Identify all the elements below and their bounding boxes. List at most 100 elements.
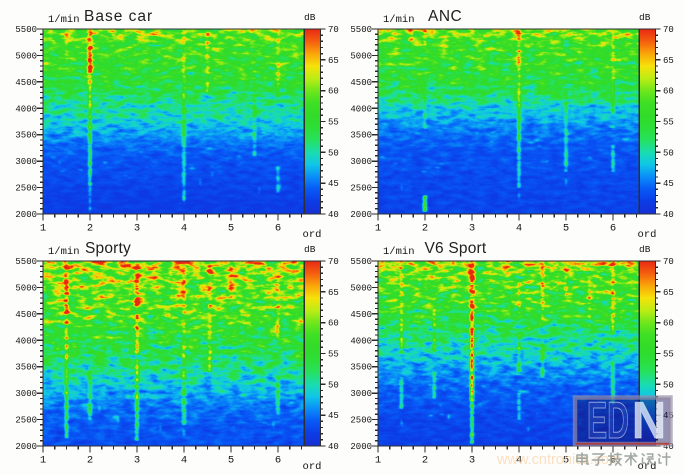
svg-text:70: 70 [663, 257, 674, 267]
svg-text:ED: ED [587, 392, 629, 450]
svg-text:5: 5 [228, 455, 234, 467]
svg-text:55: 55 [663, 118, 674, 128]
svg-text:3: 3 [134, 455, 140, 467]
svg-text:2000: 2000 [350, 210, 372, 220]
svg-text:3500: 3500 [15, 363, 37, 373]
svg-text:6: 6 [610, 223, 616, 235]
svg-text:ord: ord [638, 461, 657, 473]
svg-text:45: 45 [328, 411, 339, 421]
svg-text:4000: 4000 [15, 104, 37, 114]
svg-text:2: 2 [422, 455, 428, 467]
svg-text:5: 5 [228, 223, 234, 235]
svg-text:5500: 5500 [350, 257, 372, 267]
svg-text:40: 40 [663, 442, 674, 452]
svg-text:ord: ord [303, 461, 322, 473]
svg-text:2: 2 [422, 223, 428, 235]
svg-text:4000: 4000 [15, 336, 37, 346]
svg-text:2000: 2000 [15, 210, 37, 220]
svg-text:55: 55 [328, 118, 339, 128]
svg-text:4500: 4500 [15, 78, 37, 88]
svg-text:www.cntronics.com: www.cntronics.com [496, 452, 621, 468]
svg-text:3500: 3500 [15, 131, 37, 141]
svg-text:50: 50 [663, 380, 674, 390]
svg-text:5: 5 [563, 455, 569, 467]
svg-text:2000: 2000 [350, 442, 372, 452]
svg-text:1: 1 [40, 455, 46, 467]
svg-text:2500: 2500 [350, 184, 372, 194]
svg-text:dB: dB [304, 244, 316, 255]
svg-text:ord: ord [303, 229, 322, 241]
svg-text:45: 45 [328, 179, 339, 189]
svg-text:Base car: Base car [84, 8, 153, 25]
svg-text:4500: 4500 [350, 310, 372, 320]
svg-text:4: 4 [516, 455, 522, 467]
svg-text:2: 2 [87, 455, 93, 467]
svg-text:3500: 3500 [350, 363, 372, 373]
svg-text:dB: dB [639, 12, 651, 23]
svg-text:V6 Sport: V6 Sport [425, 240, 487, 257]
svg-text:1/min: 1/min [48, 246, 80, 258]
svg-text:3: 3 [469, 455, 475, 467]
svg-text:3000: 3000 [15, 389, 37, 399]
svg-text:3000: 3000 [350, 157, 372, 167]
svg-text:65: 65 [328, 288, 339, 298]
svg-text:60: 60 [328, 319, 339, 329]
svg-text:60: 60 [663, 87, 674, 97]
svg-text:40: 40 [663, 210, 674, 220]
svg-text:65: 65 [328, 56, 339, 66]
svg-text:dB: dB [639, 244, 651, 255]
svg-text:2500: 2500 [15, 184, 37, 194]
svg-text:40: 40 [328, 442, 339, 452]
svg-text:5000: 5000 [15, 51, 37, 61]
svg-text:5000: 5000 [15, 283, 37, 293]
svg-text:4000: 4000 [350, 104, 372, 114]
svg-text:50: 50 [328, 380, 339, 390]
svg-text:3000: 3000 [15, 157, 37, 167]
svg-text:6: 6 [275, 455, 281, 467]
svg-text:50: 50 [663, 148, 674, 158]
svg-text:1: 1 [375, 455, 381, 467]
svg-text:60: 60 [328, 87, 339, 97]
svg-text:4: 4 [516, 223, 522, 235]
svg-text:65: 65 [663, 288, 674, 298]
svg-text:70: 70 [328, 257, 339, 267]
svg-text:65: 65 [663, 56, 674, 66]
svg-text:1/min: 1/min [383, 246, 415, 258]
svg-text:5: 5 [563, 223, 569, 235]
svg-text:ANC: ANC [428, 8, 462, 25]
svg-text:6: 6 [275, 223, 281, 235]
svg-text:4500: 4500 [15, 310, 37, 320]
svg-text:3: 3 [469, 223, 475, 235]
svg-text:1: 1 [375, 223, 381, 235]
svg-text:5500: 5500 [15, 25, 37, 35]
svg-text:70: 70 [328, 25, 339, 35]
svg-text:55: 55 [663, 350, 674, 360]
svg-text:1/min: 1/min [383, 14, 415, 26]
svg-text:ord: ord [638, 229, 657, 241]
svg-text:dB: dB [304, 12, 316, 23]
svg-text:5500: 5500 [350, 25, 372, 35]
svg-text:40: 40 [328, 210, 339, 220]
svg-text:4500: 4500 [350, 78, 372, 88]
svg-text:4: 4 [181, 455, 187, 467]
svg-text:3500: 3500 [350, 131, 372, 141]
svg-text:2500: 2500 [15, 416, 37, 426]
svg-text:N: N [632, 392, 666, 450]
svg-text:1/min: 1/min [48, 14, 80, 26]
svg-text:60: 60 [663, 319, 674, 329]
svg-text:70: 70 [663, 25, 674, 35]
svg-text:2: 2 [87, 223, 93, 235]
svg-text:2000: 2000 [15, 442, 37, 452]
svg-text:3: 3 [134, 223, 140, 235]
svg-text:5000: 5000 [350, 51, 372, 61]
svg-text:4: 4 [181, 223, 187, 235]
svg-text:5000: 5000 [350, 283, 372, 293]
svg-text:2500: 2500 [350, 416, 372, 426]
svg-text:Sporty: Sporty [85, 240, 131, 257]
svg-text:4000: 4000 [350, 336, 372, 346]
svg-text:5500: 5500 [15, 257, 37, 267]
svg-text:50: 50 [328, 148, 339, 158]
svg-text:1: 1 [40, 223, 46, 235]
svg-text:45: 45 [663, 179, 674, 189]
svg-text:3000: 3000 [350, 389, 372, 399]
